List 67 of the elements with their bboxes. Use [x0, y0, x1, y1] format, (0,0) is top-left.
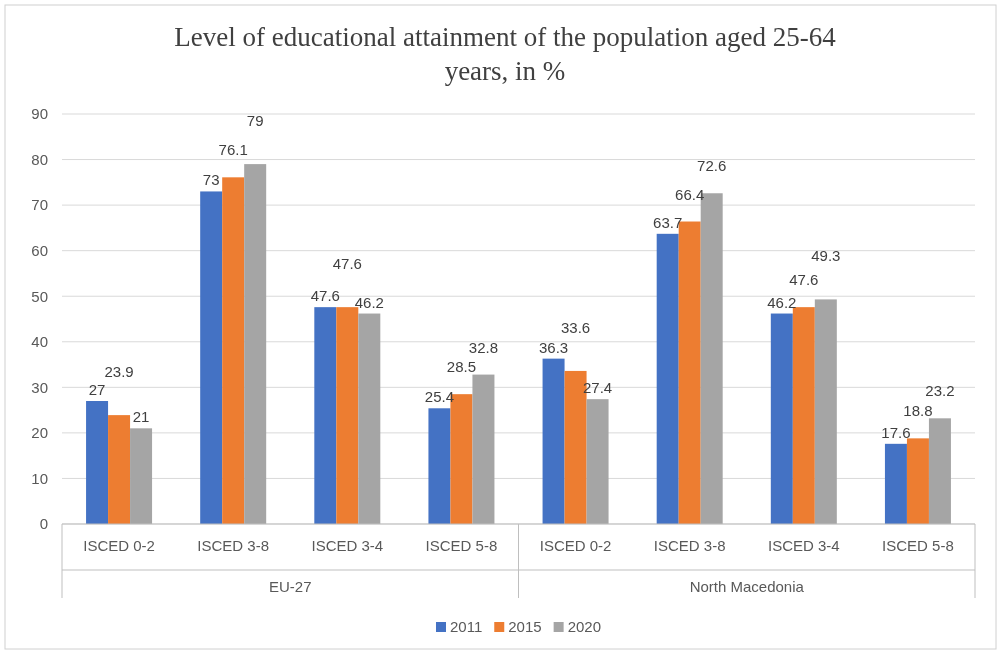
data-label: 32.8	[468, 338, 499, 356]
data-label: 49.3	[811, 247, 841, 265]
data-label: 27	[88, 381, 106, 398]
data-label: 23.9	[104, 363, 134, 381]
bar	[586, 399, 609, 524]
text: EU-27	[268, 578, 312, 595]
x-tick-label: ISCED 3-4	[767, 536, 840, 554]
data-label: 28.5	[446, 358, 477, 376]
data-label: 63.7	[653, 213, 683, 231]
x-tick-label: ISCED 0-2	[539, 536, 612, 554]
data-label: 46.2	[767, 293, 797, 311]
bar	[884, 443, 907, 524]
bar	[814, 299, 837, 524]
bar	[86, 401, 109, 524]
bar	[770, 313, 793, 524]
y-tick-label: 10	[31, 469, 48, 487]
bar	[336, 307, 359, 524]
y-tick-label: 90	[31, 105, 48, 123]
y-tick-label: 20	[31, 424, 48, 442]
y-tick-label: 50	[31, 287, 48, 305]
data-label: 36.3	[538, 338, 569, 356]
data-label: 47.6	[789, 271, 819, 289]
y-tick-label: 60	[31, 241, 48, 259]
data-label: 23.2	[925, 382, 955, 400]
y-tick-label: 0	[39, 515, 48, 533]
legend-label: 2020	[567, 618, 602, 635]
bar	[428, 408, 451, 524]
data-label: 76.1	[218, 141, 248, 159]
y-tick-label: 80	[31, 150, 48, 168]
bar	[130, 428, 153, 524]
bar	[108, 415, 131, 524]
data-label: 73	[202, 171, 220, 189]
data-label: 46.2	[354, 293, 384, 311]
data-label: 21	[132, 408, 150, 426]
bar	[222, 177, 245, 524]
data-label: 72.6	[697, 157, 727, 175]
legend-label: 2011	[449, 618, 483, 635]
legend-label: 2015	[508, 618, 542, 635]
data-label: 66.4	[675, 185, 705, 203]
bar	[542, 358, 565, 524]
bar	[792, 307, 815, 524]
data-label: 47.6	[310, 287, 340, 305]
y-tick-label: 70	[31, 196, 48, 214]
bar	[200, 191, 223, 524]
data-label: 25.4	[424, 388, 455, 406]
text: North Macedonia	[689, 578, 805, 595]
x-tick-label: ISCED 5-8	[425, 536, 498, 554]
x-tick-label: ISCED 5-8	[882, 536, 954, 554]
chart-title: Level of educational attainment of the population aged 25-64 years, in %	[174, 22, 837, 86]
x-tick-label: ISCED 0-2	[83, 536, 155, 554]
x-tick-label: ISCED 3-8	[197, 536, 270, 554]
y-tick-label: 40	[31, 333, 48, 351]
x-tick-label: ISCED 3-8	[653, 536, 726, 554]
bar	[928, 418, 951, 524]
data-label: 17.6	[881, 423, 911, 441]
data-label: 18.8	[903, 402, 933, 420]
bar	[358, 313, 381, 524]
data-label: 33.6	[560, 318, 591, 336]
bar	[314, 307, 337, 524]
x-tick-label: ISCED 3-4	[311, 536, 384, 554]
bar	[656, 233, 679, 524]
y-tick-label: 30	[31, 378, 48, 396]
bar	[472, 374, 495, 524]
data-label: 79	[246, 112, 264, 130]
data-label: 47.6	[332, 255, 362, 273]
bar	[906, 438, 929, 524]
bar	[244, 164, 267, 524]
